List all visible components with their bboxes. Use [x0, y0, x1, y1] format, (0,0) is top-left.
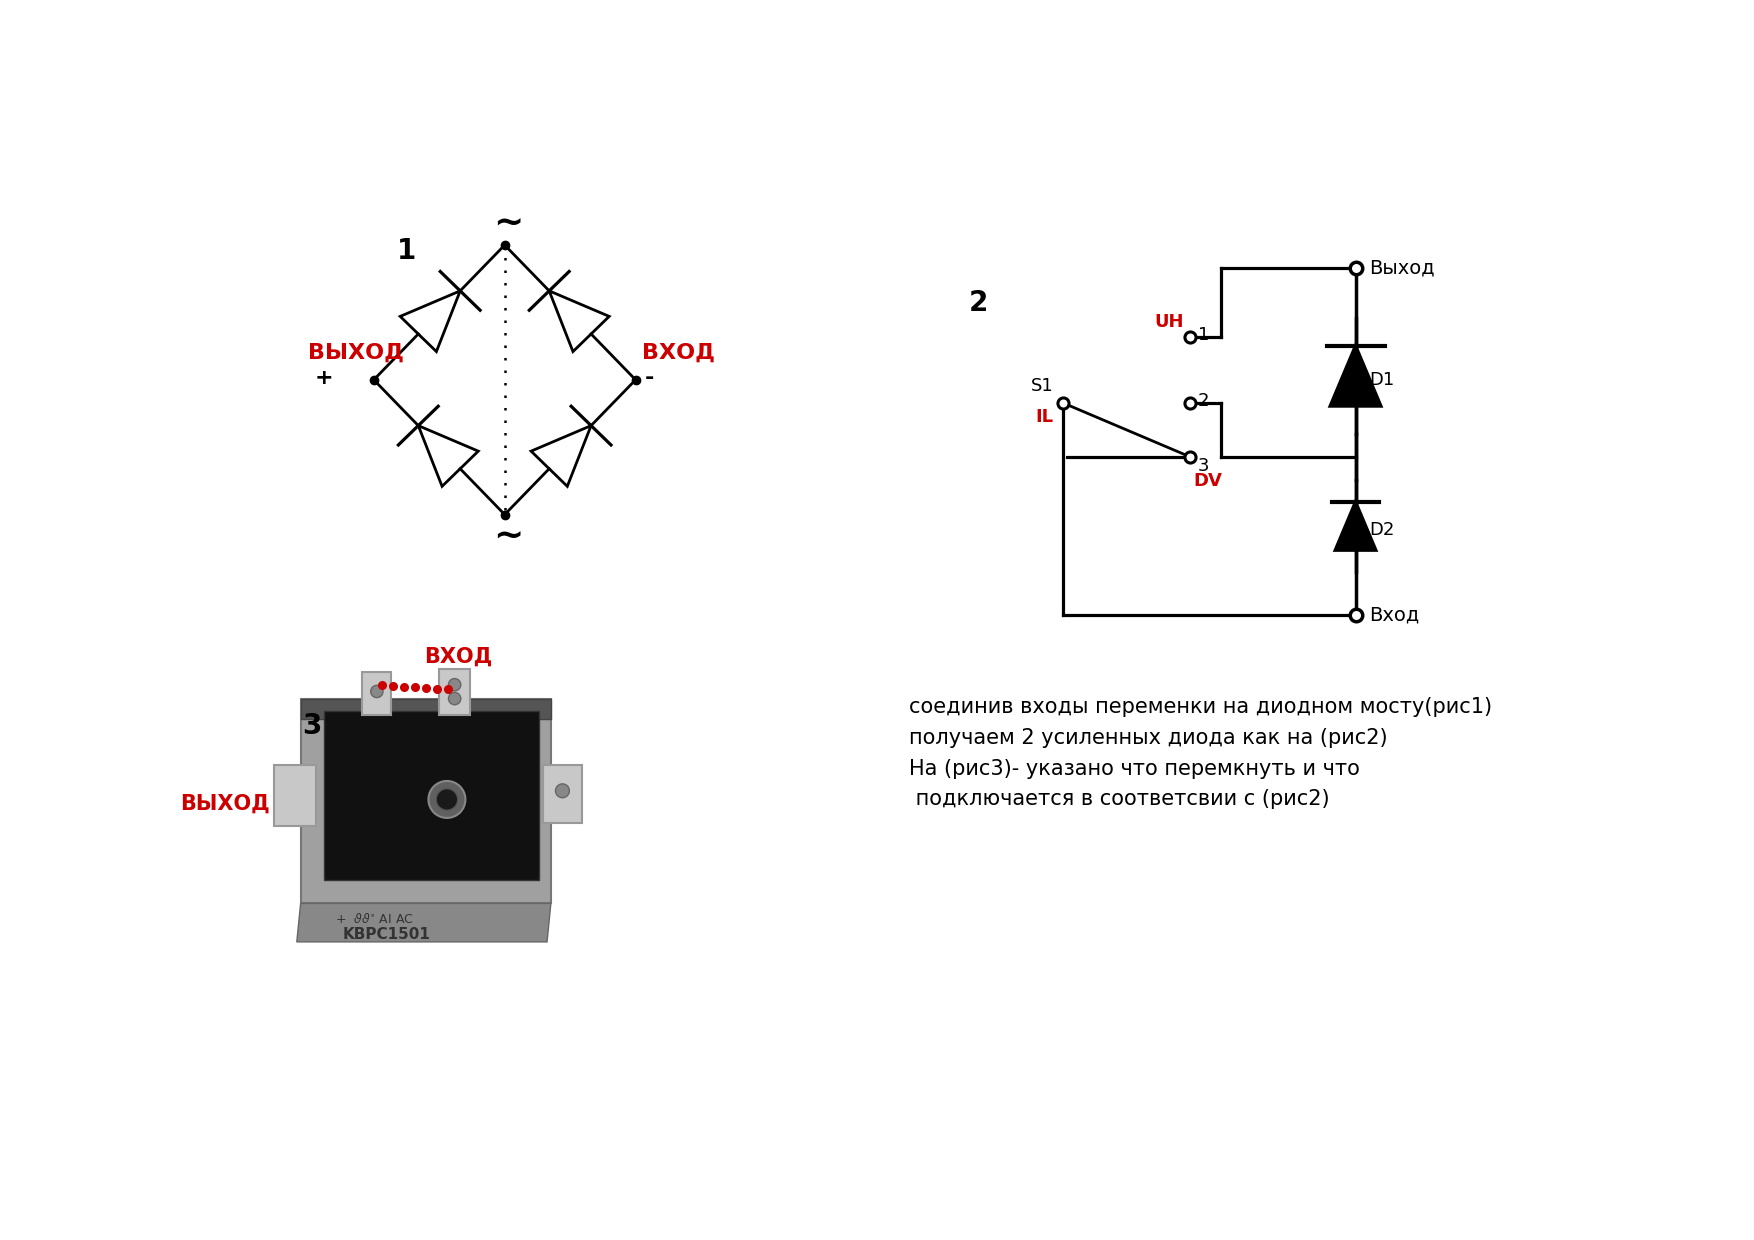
Circle shape: [428, 781, 465, 818]
FancyBboxPatch shape: [544, 765, 582, 822]
FancyBboxPatch shape: [363, 672, 391, 714]
Text: +  $\vartheta$$\vartheta$$^{\circ}$ AI AC: + $\vartheta$$\vartheta$$^{\circ}$ AI AC: [335, 911, 414, 926]
Text: ВЫХОД: ВЫХОД: [181, 794, 270, 813]
Text: 2: 2: [968, 289, 988, 316]
Text: ВХОД: ВХОД: [642, 342, 714, 363]
Text: 3: 3: [1198, 458, 1209, 475]
Text: S1: S1: [1031, 377, 1054, 396]
Text: 1: 1: [396, 237, 416, 265]
Polygon shape: [1335, 502, 1375, 551]
Circle shape: [449, 692, 461, 704]
Text: IL: IL: [1035, 408, 1054, 425]
Polygon shape: [324, 711, 538, 880]
Text: 3: 3: [302, 712, 323, 740]
Text: D2: D2: [1370, 521, 1394, 539]
Polygon shape: [300, 699, 551, 719]
Circle shape: [449, 678, 461, 691]
FancyBboxPatch shape: [274, 765, 316, 826]
Text: соединив входы переменки на диодном мосту(рис1): соединив входы переменки на диодном мост…: [909, 697, 1493, 717]
Polygon shape: [300, 699, 551, 904]
Text: подключается в соответсвии с (рис2): подключается в соответсвии с (рис2): [909, 790, 1330, 810]
Text: ВХОД: ВХОД: [424, 647, 493, 667]
Text: -: -: [645, 368, 654, 388]
Text: UH: UH: [1154, 312, 1184, 331]
Text: Выход: Выход: [1370, 259, 1435, 278]
Text: На (рис3)- указано что перемкнуть и что: На (рис3)- указано что перемкнуть и что: [909, 759, 1359, 779]
Polygon shape: [296, 904, 551, 942]
Text: DV: DV: [1194, 472, 1223, 491]
Text: KBPC1501: KBPC1501: [344, 926, 431, 941]
FancyBboxPatch shape: [438, 668, 470, 714]
Text: 1: 1: [1198, 326, 1209, 345]
Text: ∼: ∼: [493, 520, 524, 553]
Text: получаем 2 усиленных диода как на (рис2): получаем 2 усиленных диода как на (рис2): [909, 728, 1387, 748]
Polygon shape: [1330, 346, 1380, 405]
Text: D1: D1: [1370, 371, 1394, 389]
Circle shape: [370, 686, 382, 698]
Text: ∼: ∼: [493, 207, 524, 241]
Text: +: +: [314, 368, 333, 388]
Text: Вход: Вход: [1370, 605, 1419, 624]
Text: 2: 2: [1198, 392, 1209, 409]
Text: ВЫХОД: ВЫХОД: [309, 342, 405, 363]
Circle shape: [556, 784, 570, 797]
Circle shape: [437, 789, 458, 810]
